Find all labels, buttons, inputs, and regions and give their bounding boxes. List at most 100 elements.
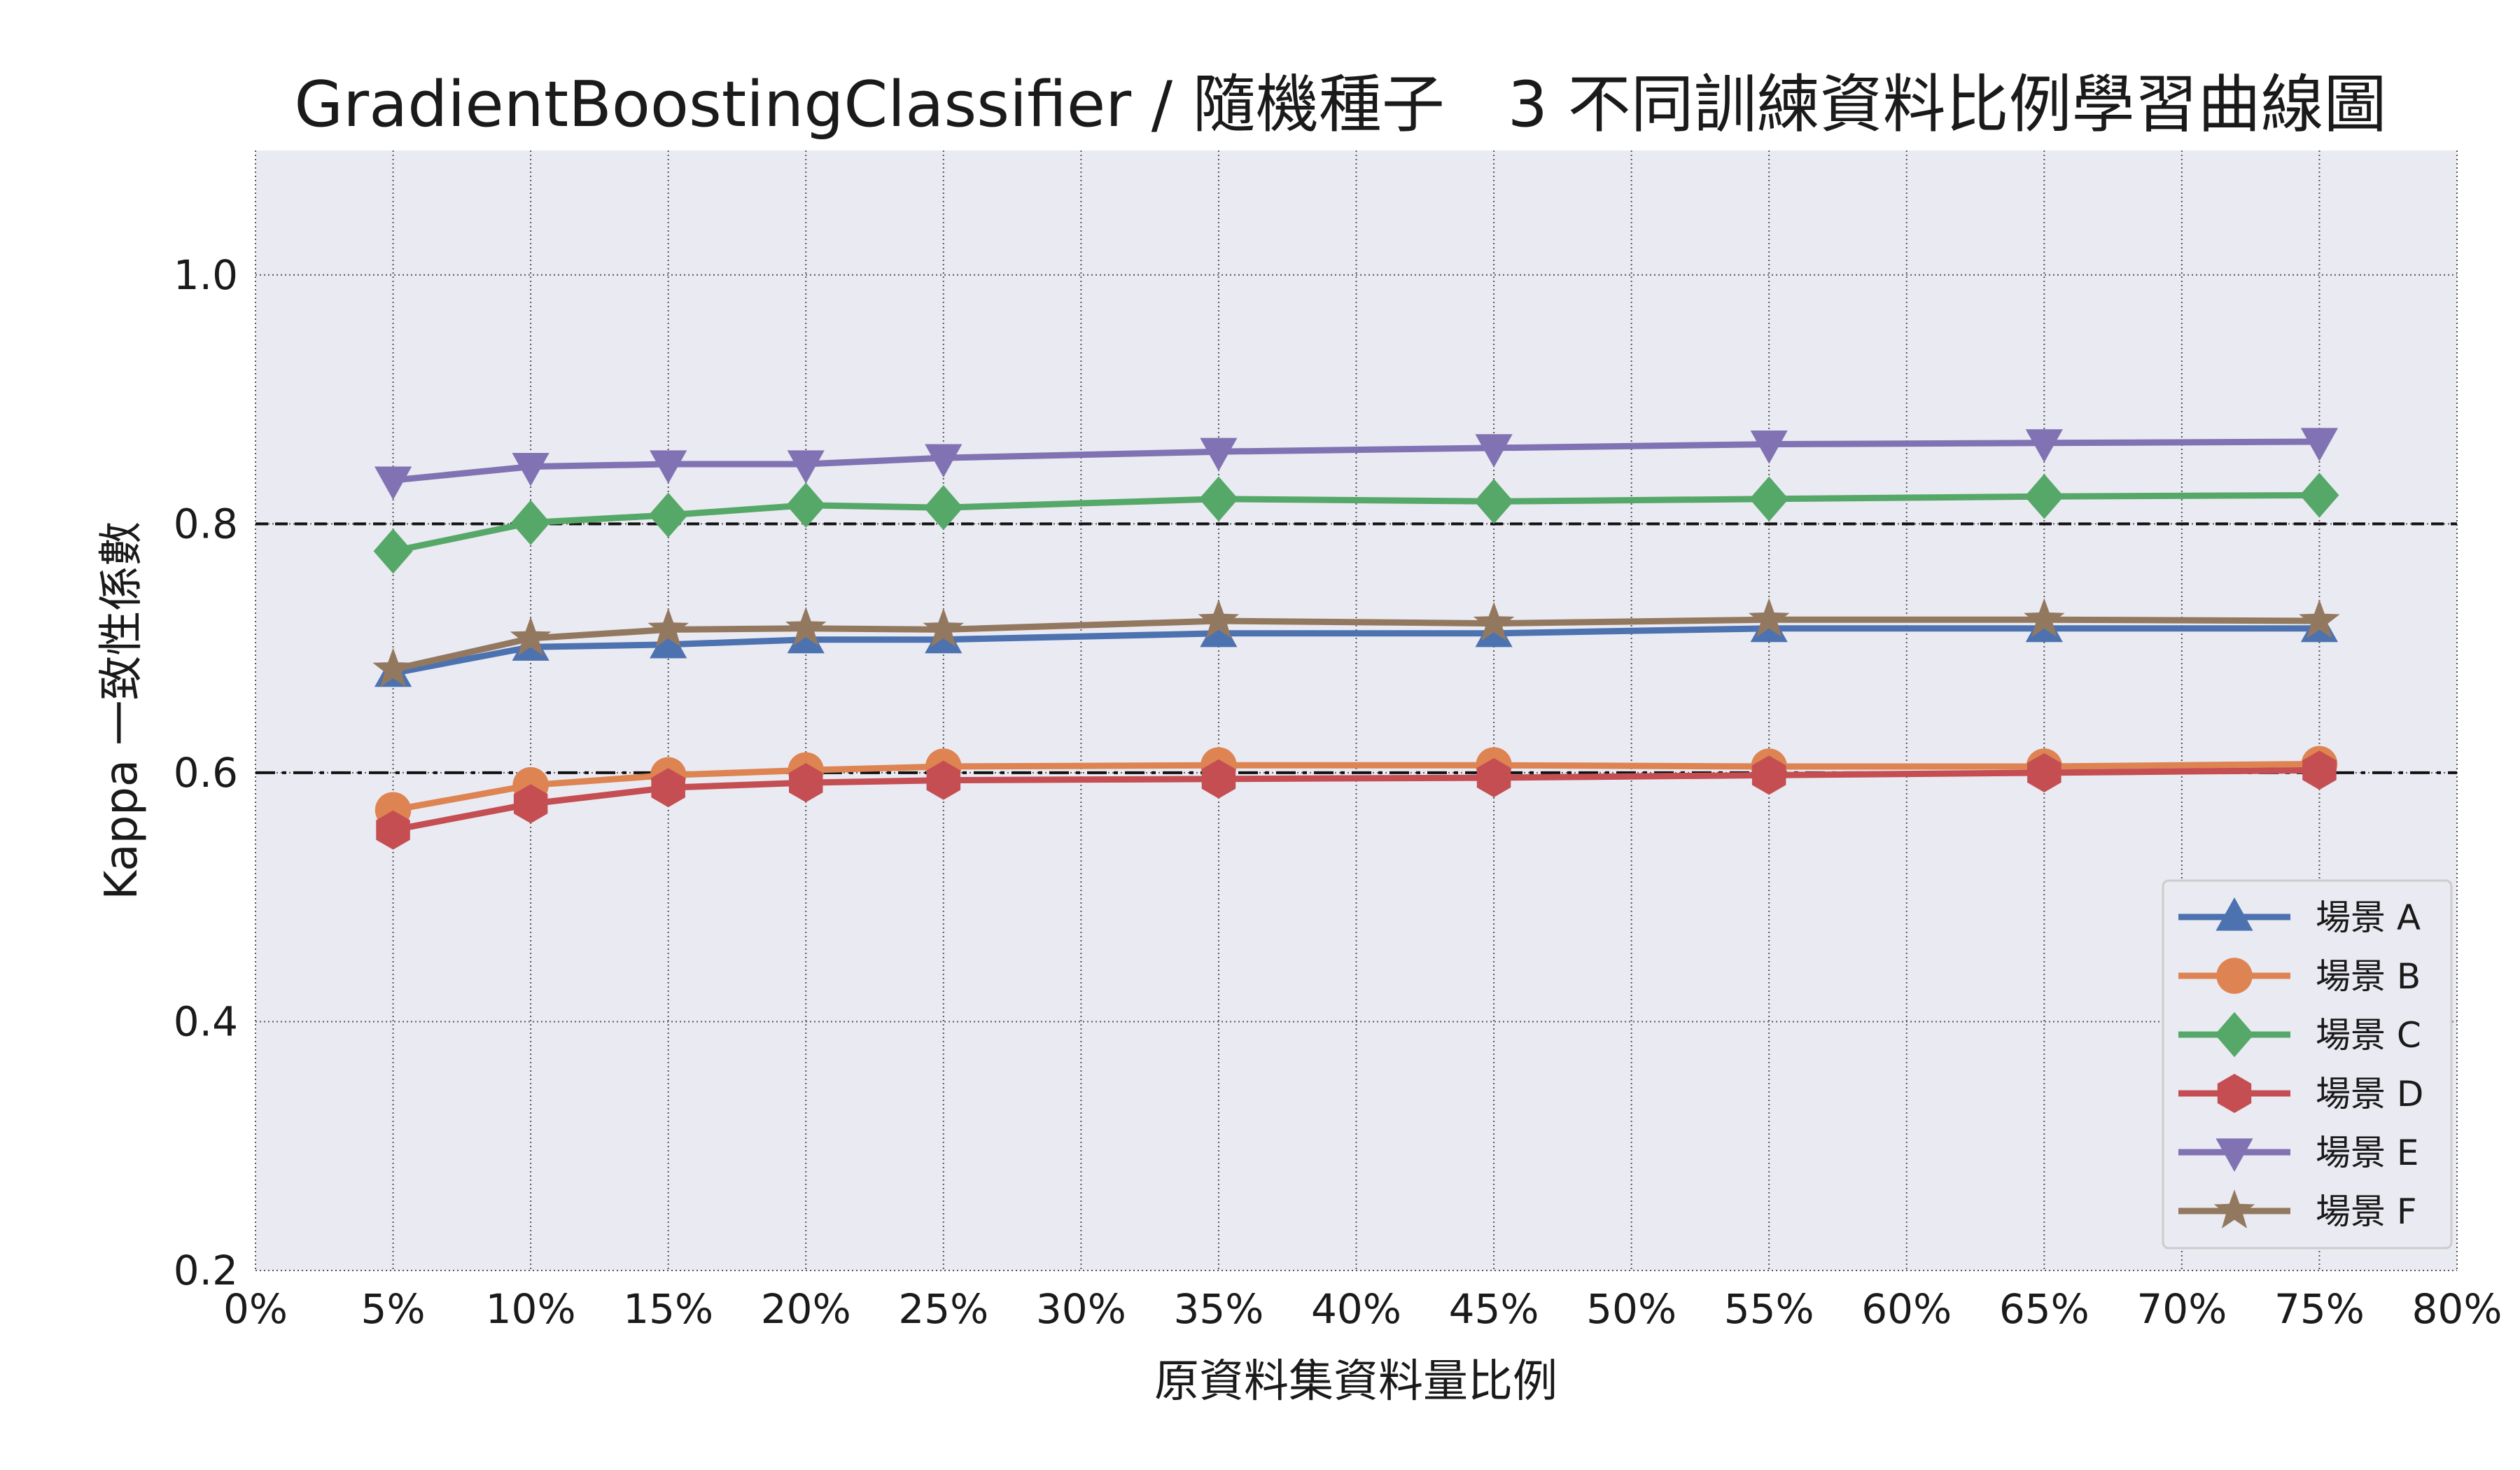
chart-title: GradientBoostingClassifier / 隨機種子 3 不同訓練…	[294, 68, 2386, 141]
legend-item: 場景 A	[2178, 897, 2421, 938]
y-tick-label: 0.6	[174, 749, 238, 797]
x-tick-labels: 0% 5% 10% 15% 20% 25% 30% 35% 40% 45% 50% 55% 60% 65%…	[223, 1285, 2502, 1333]
data-point	[651, 768, 685, 808]
x-axis-label: 原資料集資料量比例	[1154, 1356, 1558, 1408]
data-point	[786, 482, 826, 528]
data-point	[1750, 430, 1788, 464]
legend-marker	[2216, 1138, 2253, 1172]
data-point	[787, 450, 825, 484]
legend-label: 場景 A	[2316, 897, 2421, 938]
data-point	[376, 810, 410, 850]
series-line	[392, 616, 2320, 673]
data-point	[510, 617, 552, 656]
x-tick-label: 80%	[2412, 1285, 2502, 1333]
series-line	[392, 766, 2320, 834]
x-tick-label: 45%	[1449, 1285, 1539, 1333]
x-tick-label: 75%	[2274, 1285, 2365, 1333]
data-point	[1751, 755, 1786, 795]
data-point	[373, 528, 413, 574]
legend-marker	[2213, 1189, 2255, 1228]
data-point	[1749, 476, 1789, 522]
legend-item: 場景 F	[2178, 1189, 2417, 1232]
data-point	[2024, 598, 2065, 638]
data-point	[785, 606, 827, 646]
legend-label: 場景 B	[2316, 956, 2421, 997]
legend-marker	[2216, 958, 2253, 994]
y-tick-label: 1.0	[174, 251, 238, 299]
y-axis-label: Kappa 一致性係數	[96, 522, 148, 900]
data-point	[648, 608, 689, 648]
reference-lines	[255, 522, 2457, 774]
data-point	[511, 500, 551, 545]
legend-label: 場景 F	[2316, 1191, 2417, 1232]
y-tick-labels: 0.2 0.4 0.6 0.8 1.0	[174, 251, 238, 1294]
legend-item: 場景 C	[2178, 1011, 2421, 1058]
series-group	[372, 428, 2340, 850]
data-point	[648, 492, 688, 538]
data-point	[2024, 474, 2064, 519]
legend-item: 場景 D	[2178, 1074, 2423, 1114]
data-point	[923, 608, 965, 648]
x-tick-label: 50%	[1586, 1285, 1676, 1333]
data-point	[372, 648, 414, 687]
y-tick-label: 0.4	[174, 997, 238, 1045]
x-tick-label: 30%	[1036, 1285, 1126, 1333]
data-point	[2300, 428, 2338, 461]
x-tick-label: 5%	[361, 1285, 426, 1333]
legend-marker	[2217, 1074, 2252, 1113]
data-point	[512, 453, 550, 486]
x-tick-label: 10%	[486, 1285, 576, 1333]
y-tick-label: 0.2	[174, 1247, 238, 1294]
data-point	[650, 624, 687, 659]
x-tick-label: 65%	[1999, 1285, 2090, 1333]
series-line	[392, 625, 2320, 677]
x-tick-label: 0%	[223, 1285, 288, 1333]
data-point	[374, 466, 412, 500]
series-line	[393, 438, 2320, 484]
legend-marker	[2215, 1011, 2254, 1058]
legend: 場景 A 場景 B 場景 C 場景 D 場景 E 場景 F	[2162, 879, 2453, 1250]
series-場景-F	[372, 598, 2340, 687]
data-point	[1201, 759, 1236, 799]
x-tick-label: 20%	[761, 1285, 851, 1333]
legend-label: 場景 C	[2316, 1015, 2421, 1056]
x-tick-label: 35%	[1173, 1285, 1264, 1333]
data-point	[1473, 601, 1515, 641]
data-point	[1200, 613, 1238, 648]
x-tick-label: 60%	[1861, 1285, 1952, 1333]
data-point	[1198, 599, 1240, 638]
data-point	[2302, 750, 2337, 790]
data-point	[2299, 599, 2340, 638]
data-point	[513, 784, 548, 824]
y-tick-label: 0.8	[174, 500, 238, 547]
data-point	[1198, 476, 1238, 522]
data-point	[923, 485, 963, 531]
data-point	[925, 444, 962, 478]
x-tick-label: 25%	[898, 1285, 988, 1333]
series-場景-C	[373, 472, 2339, 574]
data-point	[650, 450, 687, 484]
data-point	[789, 763, 823, 803]
x-tick-label: 70%	[2136, 1285, 2227, 1333]
series-line	[392, 491, 2320, 554]
legend-item: 場景 E	[2178, 1133, 2419, 1173]
data-point	[2027, 752, 2062, 792]
x-tick-label: 55%	[1724, 1285, 1814, 1333]
x-tick-label: 15%	[623, 1285, 713, 1333]
data-point	[1476, 758, 1511, 797]
data-point	[1748, 598, 1790, 638]
data-point	[926, 760, 961, 800]
data-point	[1200, 438, 1238, 472]
x-tick-label: 40%	[1311, 1285, 1401, 1333]
legend-item: 場景 B	[2178, 956, 2421, 997]
data-point	[2025, 429, 2063, 463]
legend-label: 場景 E	[2316, 1133, 2419, 1173]
legend-marker	[2216, 897, 2253, 931]
data-point	[1475, 434, 1513, 468]
legend-label: 場景 D	[2316, 1074, 2423, 1114]
series-line	[392, 760, 2320, 813]
series-場景-E	[374, 428, 2338, 500]
series-場景-D	[376, 750, 2337, 850]
data-point	[2300, 472, 2339, 518]
